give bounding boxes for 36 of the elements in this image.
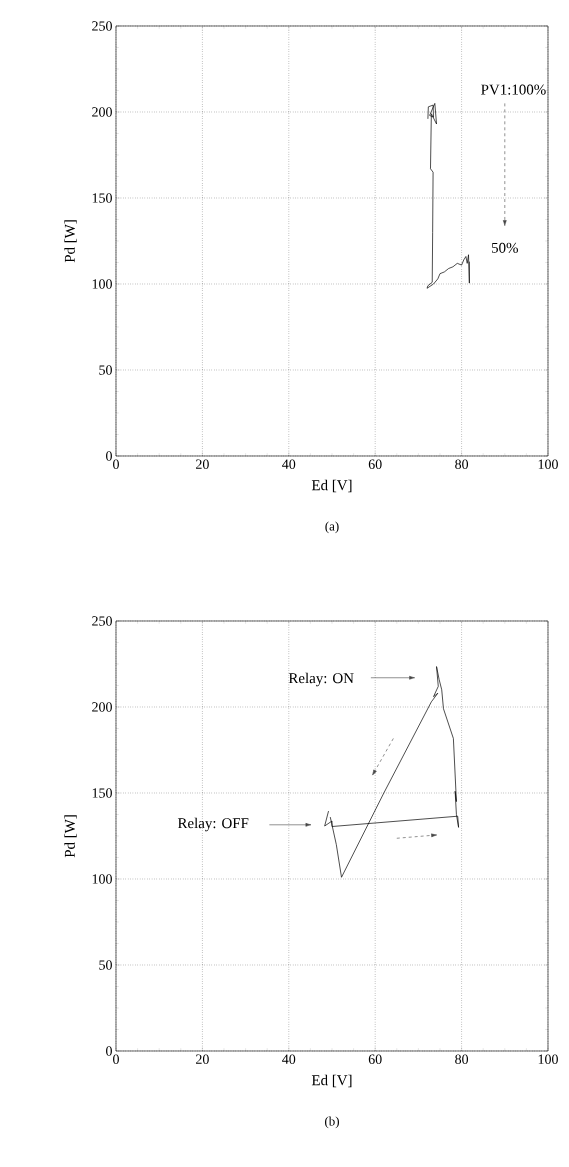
- y-tick-label: 50: [99, 365, 112, 375]
- x-tick-label: 80: [455, 1054, 469, 1064]
- y-tick-label: 150: [92, 788, 112, 798]
- line-series: [426, 103, 470, 289]
- annotation: PV1:100%: [481, 84, 546, 95]
- x-axis-title: Ed [V]: [311, 479, 352, 493]
- y-tick-label: 100: [92, 279, 112, 289]
- x-axis-title: Ed [V]: [311, 1074, 352, 1088]
- y-tick-label: 50: [99, 960, 112, 970]
- text: (b): [325, 1116, 339, 1129]
- line-series: [324, 666, 459, 878]
- y-tick-label: 250: [92, 616, 112, 626]
- y-tick-label: 0: [106, 451, 112, 461]
- x-tick-label: 0: [113, 1054, 119, 1064]
- x-tick-label: 20: [196, 459, 209, 469]
- x-tick-label: 100: [538, 459, 558, 469]
- text: (a): [325, 521, 339, 534]
- x-tick-label: 60: [368, 1054, 382, 1064]
- x-tick-label: 20: [196, 1054, 209, 1064]
- x-tick-label: 0: [113, 459, 119, 469]
- y-tick-label: 150: [92, 193, 112, 203]
- y-axis-title: Pd [W]: [64, 220, 77, 263]
- x-tick-label: 40: [282, 1054, 296, 1064]
- x-tick-label: 100: [538, 1054, 558, 1064]
- y-tick-label: 200: [92, 702, 112, 712]
- y-axis-title: Pd [W]: [64, 815, 77, 858]
- y-tick-label: 200: [92, 107, 112, 117]
- x-tick-label: 80: [455, 459, 469, 469]
- y-tick-label: 100: [92, 874, 112, 884]
- x-tick-label: 40: [282, 459, 296, 469]
- annotation: 50%: [491, 242, 518, 253]
- x-tick-label: 60: [368, 459, 382, 469]
- annotation: Relay: ON: [288, 672, 354, 687]
- y-tick-label: 0: [106, 1046, 112, 1056]
- annotation: Relay: OFF: [177, 817, 249, 832]
- y-tick-label: 250: [92, 21, 112, 31]
